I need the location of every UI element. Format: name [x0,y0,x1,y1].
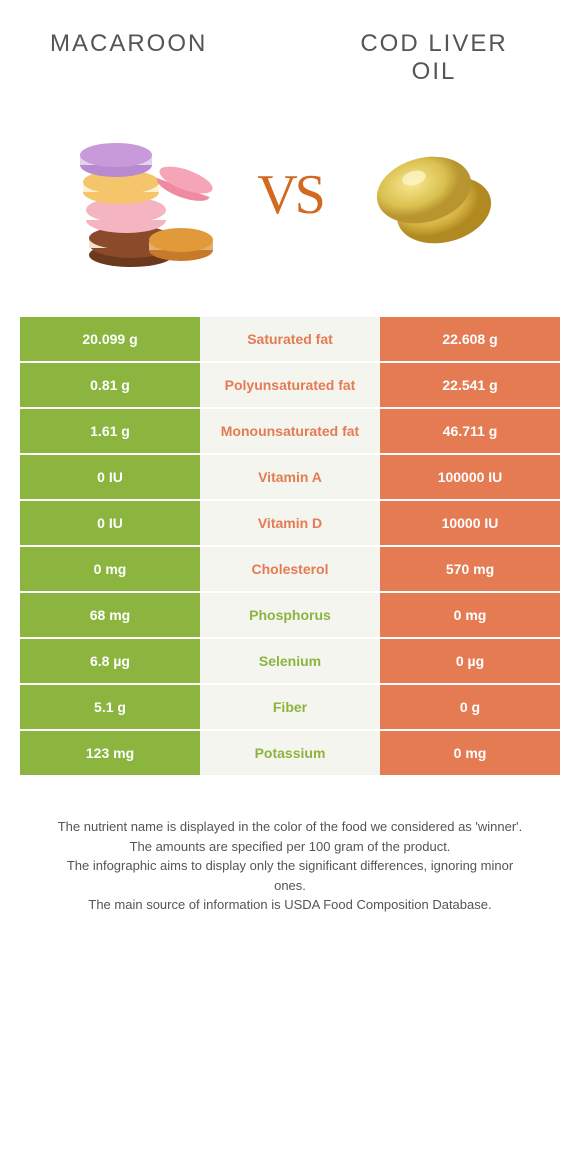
table-row: 1.61 gMonounsaturated fat46.711 g [20,409,560,453]
right-value-cell: 0 g [380,685,560,729]
nutrient-label-cell: Fiber [200,685,380,729]
nutrient-label-cell: Cholesterol [200,547,380,591]
footer-line: The infographic aims to display only the… [50,856,530,895]
right-value-cell: 0 µg [380,639,560,683]
nutrient-label-cell: Potassium [200,731,380,775]
comparison-table: 20.099 gSaturated fat22.608 g0.81 gPolyu… [20,315,560,777]
image-row: VS [20,105,560,315]
right-value-cell: 22.608 g [380,317,560,361]
left-value-cell: 123 mg [20,731,200,775]
cod-liver-oil-image [338,105,530,285]
left-food-title: MACAROON [50,30,242,58]
left-value-cell: 0 IU [20,501,200,545]
table-row: 5.1 gFiber0 g [20,685,560,729]
right-value-cell: 570 mg [380,547,560,591]
left-value-cell: 6.8 µg [20,639,200,683]
infographic-container: MACAROON COD LIVER OIL [0,0,580,955]
right-food-title: COD LIVER OIL [338,30,530,85]
right-value-cell: 22.541 g [380,363,560,407]
right-value-cell: 100000 IU [380,455,560,499]
left-value-cell: 0.81 g [20,363,200,407]
right-value-cell: 0 mg [380,731,560,775]
left-value-cell: 20.099 g [20,317,200,361]
nutrient-label-cell: Phosphorus [200,593,380,637]
table-row: 6.8 µgSelenium0 µg [20,639,560,683]
nutrient-label-cell: Saturated fat [200,317,380,361]
nutrient-label-cell: Vitamin D [200,501,380,545]
table-row: 0 IUVitamin D10000 IU [20,501,560,545]
table-row: 20.099 gSaturated fat22.608 g [20,317,560,361]
table-row: 68 mgPhosphorus0 mg [20,593,560,637]
nutrient-label-cell: Vitamin A [200,455,380,499]
footer-line: The amounts are specified per 100 gram o… [50,837,530,857]
left-value-cell: 5.1 g [20,685,200,729]
vs-label: VS [257,163,323,227]
left-value-cell: 0 IU [20,455,200,499]
table-row: 0 mgCholesterol570 mg [20,547,560,591]
footer-line: The nutrient name is displayed in the co… [50,817,530,837]
right-value-cell: 46.711 g [380,409,560,453]
nutrient-label-cell: Polyunsaturated fat [200,363,380,407]
nutrient-label-cell: Selenium [200,639,380,683]
table-row: 0.81 gPolyunsaturated fat22.541 g [20,363,560,407]
footer-line: The main source of information is USDA F… [50,895,530,915]
left-value-cell: 1.61 g [20,409,200,453]
right-value-cell: 0 mg [380,593,560,637]
table-row: 123 mgPotassium0 mg [20,731,560,775]
right-value-cell: 10000 IU [380,501,560,545]
footer-notes: The nutrient name is displayed in the co… [20,777,560,935]
header: MACAROON COD LIVER OIL [20,20,560,105]
table-row: 0 IUVitamin A100000 IU [20,455,560,499]
macaroon-image [50,105,242,285]
left-value-cell: 0 mg [20,547,200,591]
left-value-cell: 68 mg [20,593,200,637]
nutrient-label-cell: Monounsaturated fat [200,409,380,453]
